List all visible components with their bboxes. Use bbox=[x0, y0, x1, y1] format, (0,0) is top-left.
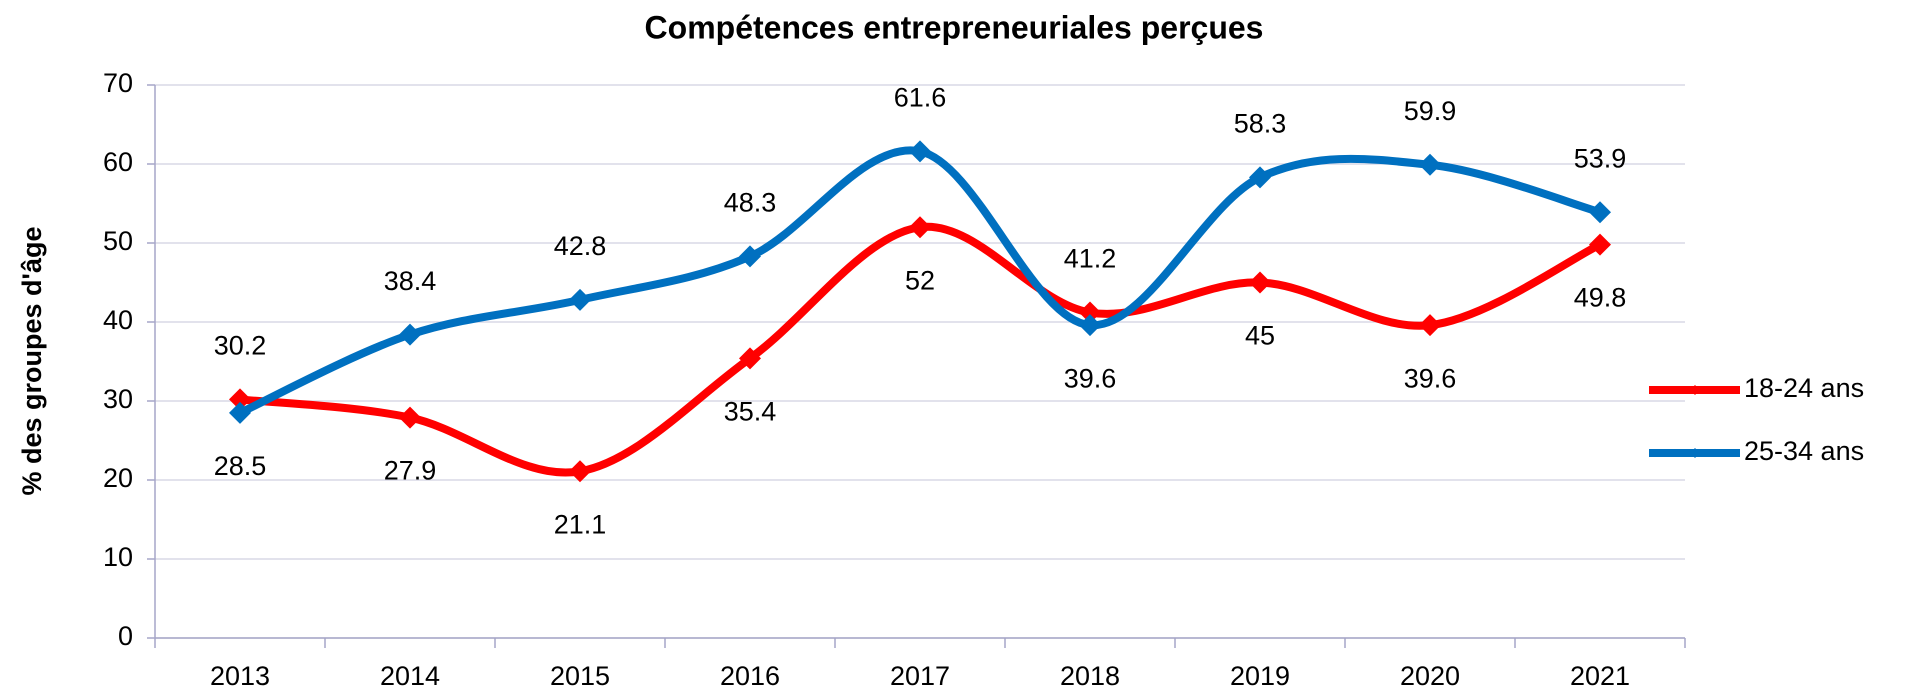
y-tick-label: 0 bbox=[118, 621, 133, 651]
y-tick-label: 70 bbox=[103, 68, 133, 98]
y-axis-label: % des groupes d'âge bbox=[17, 227, 47, 496]
data-label: 35.4 bbox=[724, 396, 777, 426]
data-label: 61.6 bbox=[894, 82, 947, 112]
marker bbox=[1079, 301, 1101, 324]
data-label: 42.8 bbox=[554, 231, 607, 261]
y-tick-label: 10 bbox=[103, 542, 133, 572]
marker bbox=[569, 288, 591, 311]
marker bbox=[1419, 314, 1441, 337]
x-tick-label: 2020 bbox=[1400, 661, 1460, 691]
x-tick-label: 2017 bbox=[890, 661, 950, 691]
legend-label: 18-24 ans bbox=[1744, 373, 1864, 403]
data-label: 49.8 bbox=[1574, 283, 1627, 313]
data-label: 53.9 bbox=[1574, 143, 1627, 173]
data-label: 21.1 bbox=[554, 509, 607, 539]
marker bbox=[1079, 314, 1101, 337]
data-label: 52 bbox=[905, 265, 935, 295]
x-tick-label: 2013 bbox=[210, 661, 270, 691]
data-label: 41.2 bbox=[1064, 244, 1117, 274]
series-line bbox=[238, 146, 1602, 417]
marker bbox=[739, 245, 761, 268]
legend-marker bbox=[1690, 385, 1700, 395]
legend-label: 25-34 ans bbox=[1744, 436, 1864, 466]
x-tick-label: 2018 bbox=[1060, 661, 1120, 691]
data-label: 58.3 bbox=[1234, 109, 1287, 139]
x-tick-label: 2014 bbox=[380, 661, 440, 691]
legend-marker bbox=[1690, 448, 1700, 458]
marker bbox=[229, 388, 251, 411]
data-label: 48.3 bbox=[724, 188, 777, 218]
marker bbox=[569, 460, 591, 483]
data-label: 45 bbox=[1245, 321, 1275, 351]
marker bbox=[399, 323, 421, 346]
y-tick-label: 30 bbox=[103, 384, 133, 414]
marker bbox=[1589, 201, 1611, 224]
series-line bbox=[239, 222, 1602, 477]
marker bbox=[399, 406, 421, 429]
y-tick-label: 50 bbox=[103, 226, 133, 256]
y-tick-label: 60 bbox=[103, 147, 133, 177]
y-tick-label: 40 bbox=[103, 305, 133, 335]
marker bbox=[1249, 166, 1271, 189]
marker bbox=[229, 401, 251, 424]
data-label: 39.6 bbox=[1404, 363, 1457, 393]
data-label: 28.5 bbox=[214, 451, 267, 481]
x-tick-label: 2015 bbox=[550, 661, 610, 691]
data-label: 59.9 bbox=[1404, 96, 1457, 126]
x-tick-label: 2021 bbox=[1570, 661, 1630, 691]
marker bbox=[909, 140, 931, 163]
x-tick-label: 2019 bbox=[1230, 661, 1290, 691]
marker bbox=[739, 347, 761, 370]
data-label: 30.2 bbox=[214, 331, 267, 361]
chart-title: Compétences entrepreneuriales perçues bbox=[645, 9, 1264, 45]
data-label: 39.6 bbox=[1064, 363, 1117, 393]
x-tick-label: 2016 bbox=[720, 661, 780, 691]
y-tick-label: 20 bbox=[103, 463, 133, 493]
marker bbox=[1249, 271, 1271, 294]
data-label: 27.9 bbox=[384, 456, 437, 486]
data-label: 38.4 bbox=[384, 266, 437, 296]
marker bbox=[1419, 153, 1441, 176]
marker bbox=[1589, 233, 1611, 256]
marker bbox=[909, 216, 931, 239]
